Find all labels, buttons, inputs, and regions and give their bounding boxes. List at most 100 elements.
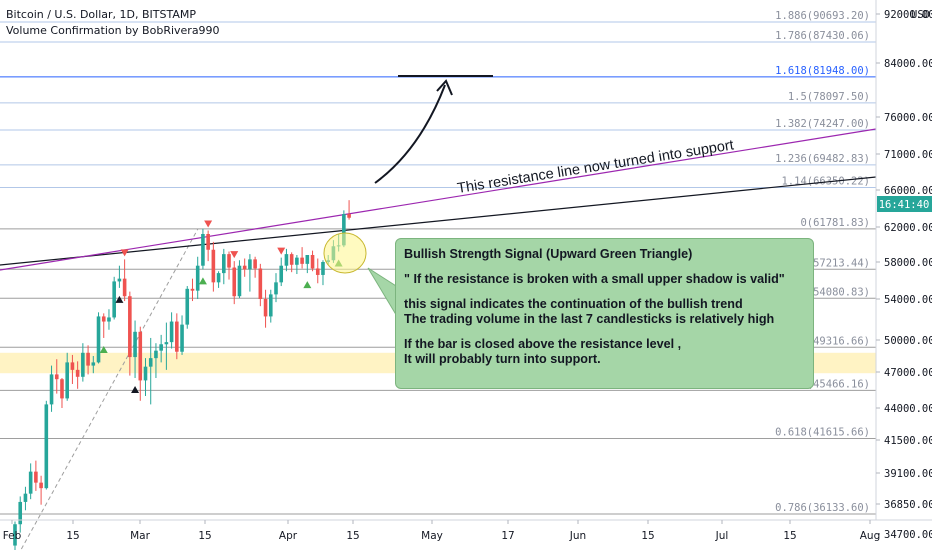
neutral-signal-triangle	[115, 295, 124, 303]
time-tick-label: 15	[641, 530, 654, 542]
time-tick-label: Jun	[569, 530, 586, 542]
price-tick-label: 76000.00	[884, 112, 932, 124]
candle-body	[342, 214, 346, 246]
candle-body	[305, 255, 310, 264]
price-tick-label: 41500.00	[884, 435, 932, 447]
signal-callout: Bullish Strength Signal (Upward Green Tr…	[395, 238, 814, 389]
candle-body	[148, 358, 153, 367]
candle-body	[242, 265, 247, 270]
price-tick-label: 92000.00	[884, 9, 932, 21]
price-tick-label: 50000.00	[884, 335, 932, 347]
candle-body	[112, 281, 116, 318]
time-tick-label: Jul	[715, 530, 729, 542]
bearish-signal-triangle	[277, 247, 286, 255]
candle-body	[206, 234, 210, 250]
price-tick-label: 44000.00	[884, 403, 932, 415]
candle-body	[175, 321, 179, 352]
time-tick-label: 15	[783, 530, 796, 542]
candle-body	[347, 214, 351, 218]
candle-body	[180, 324, 184, 352]
candle-body	[222, 254, 226, 274]
candle-body	[268, 294, 273, 317]
candle-body	[315, 268, 320, 275]
candle-body	[13, 524, 17, 546]
callout-title: Bullish Strength Signal (Upward Green Tr…	[404, 247, 693, 261]
resistance-line	[0, 128, 877, 271]
time-tick-label: Aug	[860, 530, 881, 542]
candle-body	[263, 299, 268, 317]
candle-body	[237, 265, 242, 297]
time-tick-label: Apr	[279, 530, 298, 542]
candle-body	[279, 265, 284, 283]
price-tick-label: 54000.00	[884, 294, 932, 306]
callout-quote: " If the resistance is broken with a sma…	[404, 272, 785, 286]
signal-highlight-circle	[323, 232, 367, 274]
candle-body	[227, 254, 231, 268]
bearish-signal-triangle	[204, 220, 213, 228]
candle-body	[164, 342, 169, 345]
bearish-signal-triangle	[120, 249, 129, 257]
candle-body	[211, 249, 216, 283]
candle-body	[54, 374, 59, 380]
fib-anchor-line	[20, 228, 199, 550]
candle-body	[195, 265, 200, 291]
projection-arrow	[374, 84, 446, 184]
fib-level-label: 1.236(69482.83)	[775, 153, 870, 165]
candle-body	[117, 278, 122, 282]
candle-body	[133, 331, 137, 358]
currency-label[interactable]: USD	[911, 9, 930, 21]
candle-body	[96, 316, 101, 363]
candle-body	[154, 350, 158, 359]
fib-level-label: 1.382(74247.00)	[775, 118, 870, 130]
candle-body	[91, 362, 96, 366]
candle-body	[23, 493, 28, 502]
price-tick-label: 71000.00	[884, 149, 932, 161]
candle-body	[122, 278, 127, 297]
candle-body	[201, 234, 205, 266]
candle-body	[107, 317, 111, 322]
time-tick-label: Feb	[3, 530, 22, 542]
candle-body	[143, 366, 148, 381]
candle-body	[190, 288, 195, 291]
time-tick-label: Mar	[130, 530, 150, 542]
bullish-signal-triangle	[198, 277, 207, 285]
time-badge	[877, 196, 932, 212]
callout-line-2: The trading volume in the last 7 candles…	[404, 312, 775, 326]
candle-body	[253, 259, 257, 269]
candle-body	[60, 379, 64, 399]
bullish-signal-triangle	[99, 345, 108, 353]
time-tick-label: 15	[346, 530, 359, 542]
candle-body	[86, 352, 90, 366]
candle-body	[274, 282, 278, 295]
candle-body	[232, 267, 237, 297]
candle-body	[75, 369, 80, 377]
price-tick-label: 34700.00	[884, 529, 932, 541]
candle-body	[65, 362, 69, 399]
candle-body	[128, 296, 132, 358]
candle-body	[258, 268, 263, 299]
candle-body	[300, 257, 304, 264]
candle-body	[18, 501, 23, 525]
price-tick-label: 58000.00	[884, 257, 932, 269]
candle-body	[185, 288, 190, 325]
neutral-signal-triangle	[131, 386, 140, 393]
price-tick-label: 62000.00	[884, 222, 932, 234]
callout-line-1: this signal indicates the continuation o…	[404, 297, 743, 311]
callout-line-3: If the bar is closed above the resistanc…	[404, 337, 682, 351]
fib-level-label: 0.786(36133.60)	[775, 502, 870, 514]
callout-line-4: It will probably turn into support.	[404, 352, 601, 366]
fib-level-label: 1.5(78097.50)	[788, 91, 870, 103]
symbol-title: Bitcoin / U.S. Dollar, 1D, BITSTAMP	[6, 8, 196, 21]
candle-body	[295, 257, 299, 265]
candle-body	[159, 344, 163, 351]
indicator-title: Volume Confirmation by BobRivera990	[6, 24, 220, 37]
time-tick-label: 15	[198, 530, 211, 542]
candle-body	[289, 254, 294, 265]
projection-arrow-head	[436, 79, 453, 96]
price-tick-label: 84000.00	[884, 58, 932, 70]
price-tick-label: 36850.00	[884, 499, 932, 511]
chart-legend: Bitcoin / U.S. Dollar, 1D, BITSTAMP Volu…	[6, 7, 220, 39]
fib-level-label: 1.786(87430.06)	[775, 30, 870, 42]
candle-body	[39, 482, 43, 489]
